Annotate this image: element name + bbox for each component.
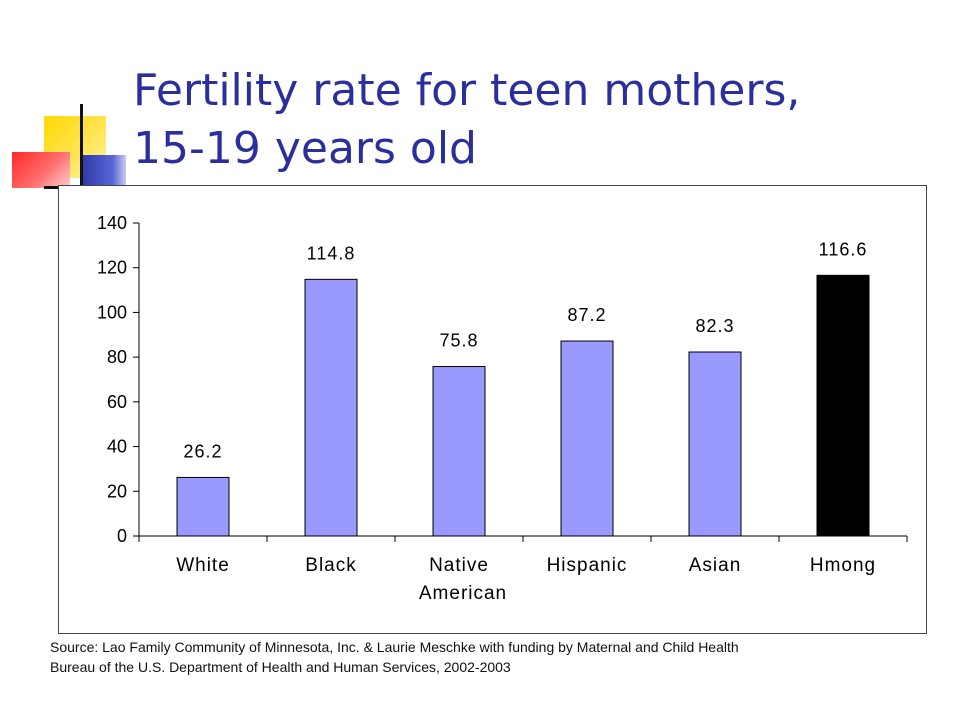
source-line-2: Bureau of the U.S. Department of Health … bbox=[50, 659, 511, 675]
y-tick-label: 100 bbox=[97, 302, 127, 322]
source-line-1: Source: Lao Family Community of Minnesot… bbox=[50, 639, 739, 655]
bar-chart: 0 20 40 60 80 100 120 140 26.2 White 114.8 Black 75.… bbox=[97, 213, 908, 604]
data-label: 26.2 bbox=[183, 441, 222, 461]
y-tick-label: 120 bbox=[97, 258, 127, 278]
decorative-red-square bbox=[12, 152, 70, 188]
data-label: 87.2 bbox=[567, 305, 606, 325]
y-tick-label: 80 bbox=[107, 347, 127, 367]
bar-asian bbox=[688, 351, 742, 537]
data-label: 114.8 bbox=[307, 243, 356, 263]
slide-title-line-1: Fertility rate for teen mothers, bbox=[133, 65, 801, 116]
bar-white bbox=[176, 476, 230, 537]
x-category-label: Native bbox=[429, 555, 489, 576]
bar-black bbox=[304, 278, 358, 537]
bar-hmong bbox=[816, 274, 870, 537]
data-label: 75.8 bbox=[439, 331, 478, 351]
x-category-label: Asian bbox=[689, 555, 742, 576]
y-tick-label: 140 bbox=[97, 213, 127, 233]
source-note: Source: Lao Family Community of Minnesot… bbox=[50, 637, 910, 677]
y-tick-label: 60 bbox=[107, 392, 127, 412]
slide-title-line-2: 15-19 years old bbox=[133, 123, 477, 174]
bar-native-american bbox=[432, 366, 486, 537]
bar-hispanic bbox=[560, 340, 614, 537]
x-category-label: American bbox=[419, 583, 507, 604]
data-label: 82.3 bbox=[695, 316, 734, 336]
y-tick-label: 40 bbox=[107, 437, 127, 457]
y-tick-label: 0 bbox=[117, 526, 127, 546]
data-label: 116.6 bbox=[819, 239, 868, 259]
x-category-label: Hispanic bbox=[547, 555, 628, 576]
decorative-vertical-line bbox=[80, 104, 83, 196]
x-category-label: Hmong bbox=[810, 555, 876, 576]
x-category-label: White bbox=[176, 555, 230, 576]
decorative-blue-square bbox=[82, 155, 126, 187]
x-category-label: Black bbox=[305, 555, 356, 576]
chart-frame: 0 20 40 60 80 100 120 140 26.2 White 114.8 Black 75.… bbox=[58, 185, 927, 634]
y-tick-label: 20 bbox=[107, 481, 127, 501]
slide-title: Fertility rate for teen mothers, 15-19 y… bbox=[133, 62, 800, 178]
